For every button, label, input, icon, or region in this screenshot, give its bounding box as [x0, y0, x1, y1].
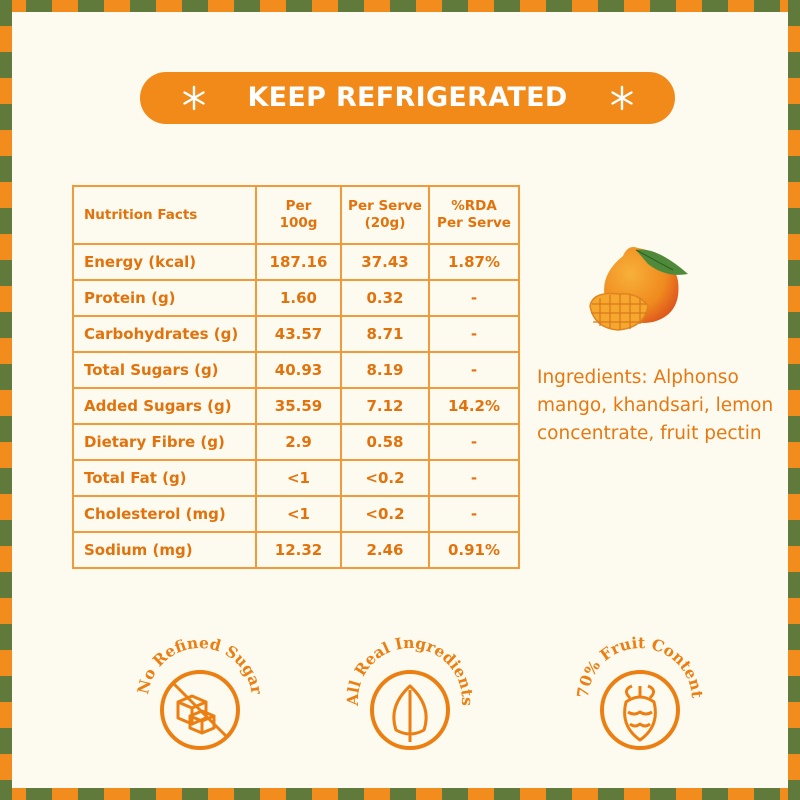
nutrient-name: Cholesterol (mg): [72, 495, 257, 533]
value-cell: <1: [255, 495, 342, 533]
header-cell: Per Serve (20g): [340, 185, 430, 245]
table-row: Dietary Fibre (g) 2.9 0.58-: [72, 423, 520, 461]
value-cell: 14.2%: [428, 387, 520, 425]
value-cell: 40.93: [255, 351, 342, 389]
value-cell: -: [428, 315, 520, 353]
value-cell: 37.43: [340, 243, 430, 281]
table-row: Total Sugars (g) 40.93 8.19-: [72, 351, 520, 389]
nutrient-name: Dietary Fibre (g): [72, 423, 257, 461]
header-line: Nutrition Facts: [84, 206, 198, 223]
header-line: 100g: [279, 215, 318, 231]
value-cell: 8.19: [340, 351, 430, 389]
value-cell: <0.2: [340, 495, 430, 533]
value-cell: <0.2: [340, 459, 430, 497]
table-row: Sodium (mg) 12.32 2.46 0.91%: [72, 531, 520, 569]
nutrient-name: Protein (g): [72, 279, 257, 317]
table-row: Cholesterol (mg) <1 <0.2-: [72, 495, 520, 533]
border-left: [0, 0, 12, 800]
mango-image: [589, 247, 688, 331]
value-cell: 7.12: [340, 387, 430, 425]
ingredients-text: Ingredients: Alphonso mango, khandsari, …: [537, 367, 774, 444]
nutrient-name: Total Fat (g): [72, 459, 257, 497]
nutrient-name: Sodium (mg): [72, 531, 257, 569]
header-line: Per: [285, 198, 312, 214]
value-cell: 187.16: [255, 243, 342, 281]
table-row: Added Sugars (g) 35.59 7.12 14.2%: [72, 387, 520, 425]
value-cell: 35.59: [255, 387, 342, 425]
table-row: Protein (g) 1.60 0.32-: [72, 279, 520, 317]
banner-title: KEEP REFRIGERATED: [247, 82, 568, 113]
value-cell: 1.87%: [428, 243, 520, 281]
snowflake-icon: [611, 85, 633, 111]
value-cell: -: [428, 459, 520, 497]
value-cell: 0.58: [340, 423, 430, 461]
badges: No Refined Sugar All Real Ingredients 70…: [133, 633, 707, 750]
border-bottom: [0, 788, 800, 800]
value-cell: <1: [255, 459, 342, 497]
value-cell: -: [428, 495, 520, 533]
header-cell: %RDA Per Serve: [428, 185, 520, 245]
header-line: Per Serve: [437, 215, 511, 231]
border-top: [0, 0, 800, 12]
value-cell: -: [428, 351, 520, 389]
table-row: Energy (kcal) 187.16 37.43 1.87%: [72, 243, 520, 281]
value-cell: 1.60: [255, 279, 342, 317]
value-cell: 2.46: [340, 531, 430, 569]
value-cell: 43.57: [255, 315, 342, 353]
value-cell: 2.9: [255, 423, 342, 461]
value-cell: 0.32: [340, 279, 430, 317]
header-cell: Per 100g: [255, 185, 342, 245]
nutrient-name: Total Sugars (g): [72, 351, 257, 389]
badge-label: No Refined Sugar: [133, 633, 267, 697]
header-row: Nutrition Facts Per 100g Per Serve (20g) %RDA…: [72, 185, 520, 245]
value-cell: 8.71: [340, 315, 430, 353]
nutrient-name: Carbohydrates (g): [72, 315, 257, 353]
banner: KEEP REFRIGERATED: [140, 72, 675, 124]
snowflake-icon: [183, 85, 205, 111]
header-cell: Nutrition Facts: [72, 185, 257, 245]
table-row: Total Fat (g) <1 <0.2-: [72, 459, 520, 497]
value-cell: -: [428, 423, 520, 461]
value-cell: 0.91%: [428, 531, 520, 569]
nutrient-name: Energy (kcal): [72, 243, 257, 281]
nutrition-table: Nutrition Facts Per 100g Per Serve (20g) %RDA…: [72, 185, 520, 569]
header-line: Per Serve: [348, 198, 422, 214]
border-right: [788, 0, 800, 800]
badge-label-path: No Refined Sugar: [133, 633, 267, 697]
table-row: Carbohydrates (g) 43.57 8.71-: [72, 315, 520, 353]
value-cell: -: [428, 279, 520, 317]
header-line: %RDA: [451, 198, 497, 214]
header-line: (20g): [364, 215, 406, 231]
value-cell: 12.32: [255, 531, 342, 569]
nutrient-name: Added Sugars (g): [72, 387, 257, 425]
